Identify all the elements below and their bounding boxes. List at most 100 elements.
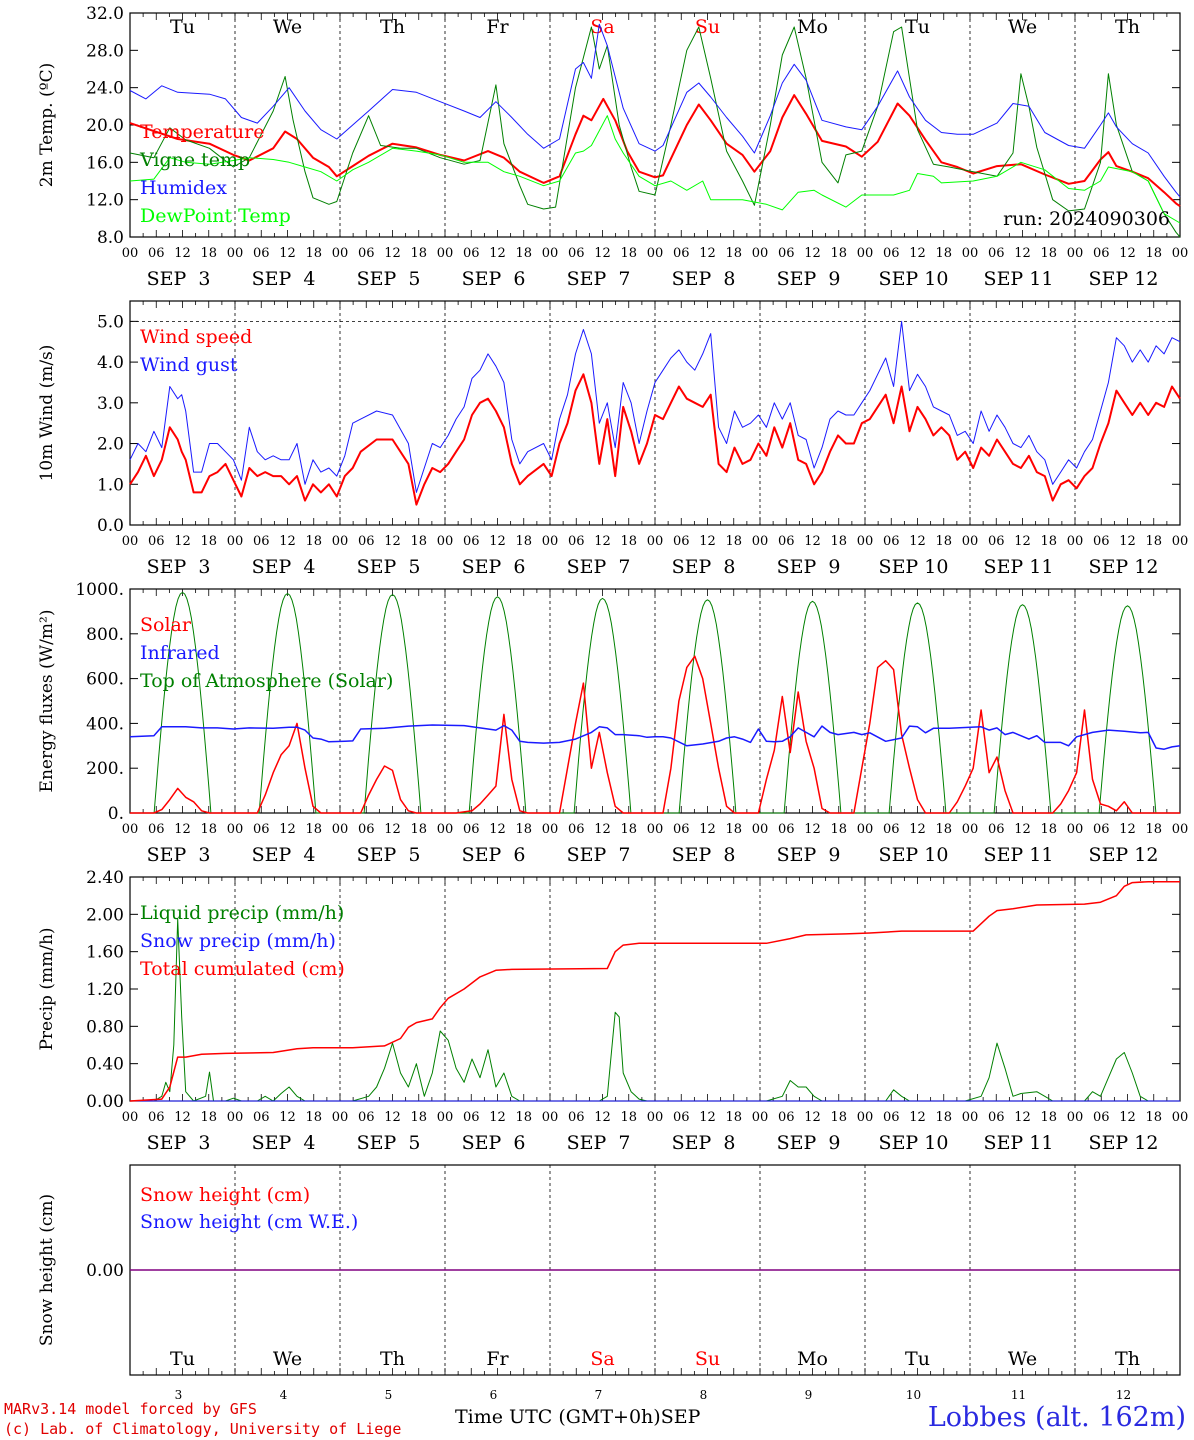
hour-tick-label: 12 bbox=[384, 822, 401, 837]
hour-tick-label: 12 bbox=[909, 534, 926, 549]
hour-tick-label: 12 bbox=[699, 246, 716, 261]
panel-4: 0.00 0.40 0.80 1.20 1.60 2.00 2.40 Precip (mm/h… bbox=[37, 868, 1188, 1154]
hour-tick-label: 18 bbox=[305, 246, 322, 261]
hour-tick-label: 18 bbox=[1145, 1110, 1162, 1125]
hour-tick-label: 00 bbox=[122, 534, 139, 549]
hour-tick-label: 00 bbox=[752, 246, 769, 261]
date-label: SEP 3 bbox=[147, 844, 211, 866]
date-label: SEP 8 bbox=[672, 1132, 736, 1154]
hour-tick-label: 00 bbox=[332, 246, 349, 261]
date-label: SEP 4 bbox=[252, 556, 316, 578]
hour-tick-label: 00 bbox=[857, 1110, 874, 1125]
hour-tick-label: 18 bbox=[515, 534, 532, 549]
hour-tick-label: 06 bbox=[778, 534, 795, 549]
hour-tick-label: 00 bbox=[542, 822, 559, 837]
weekday-label: We bbox=[1008, 16, 1037, 38]
hour-tick-label: 12 bbox=[279, 534, 296, 549]
hour-tick-label: 12 bbox=[279, 822, 296, 837]
hour-tick-label: 00 bbox=[1067, 1110, 1084, 1125]
day-number-label: 3 bbox=[175, 1388, 183, 1402]
weekday-label: We bbox=[1008, 1348, 1037, 1370]
hour-tick-label: 18 bbox=[935, 1110, 952, 1125]
y-tick-label: 0. bbox=[108, 804, 124, 824]
legend-entry: Solar bbox=[140, 614, 192, 636]
hour-tick-label: 12 bbox=[174, 534, 191, 549]
hour-tick-label: 06 bbox=[673, 246, 690, 261]
panel-2: 0.0 1.0 2.0 3.0 4.0 5.0 10m Wind (m/s) 00 06 12 18… bbox=[37, 300, 1189, 578]
date-label: SEP 12 bbox=[1089, 556, 1159, 578]
legend-entry: Snow height (cm) bbox=[140, 1184, 310, 1206]
weekday-label: Fr bbox=[486, 16, 509, 38]
date-label: SEP 9 bbox=[777, 556, 841, 578]
hour-tick-label: 12 bbox=[1119, 246, 1136, 261]
hour-tick-label: 00 bbox=[227, 534, 244, 549]
hour-tick-label: 06 bbox=[463, 1110, 480, 1125]
hour-tick-label: 00 bbox=[122, 246, 139, 261]
hour-tick-label: 18 bbox=[515, 246, 532, 261]
hour-tick-label: 12 bbox=[594, 534, 611, 549]
hour-tick-label: 06 bbox=[358, 822, 375, 837]
y-tick-label: 0.00 bbox=[86, 1261, 124, 1281]
date-label: SEP 7 bbox=[567, 268, 631, 290]
date-label: SEP 5 bbox=[357, 556, 421, 578]
weekday-label: Tu bbox=[170, 16, 195, 38]
hour-tick-label: 06 bbox=[988, 534, 1005, 549]
y-tick-label: 20.0 bbox=[86, 116, 124, 136]
hour-tick-label: 12 bbox=[1014, 534, 1031, 549]
date-label: SEP 8 bbox=[672, 844, 736, 866]
date-label: SEP 6 bbox=[462, 844, 526, 866]
y-tick-label: 8.0 bbox=[97, 228, 124, 248]
date-label: SEP 11 bbox=[984, 556, 1054, 578]
y-axis-label: 10m Wind (m/s) bbox=[37, 345, 57, 482]
hour-tick-label: 00 bbox=[1172, 1110, 1189, 1125]
hour-tick-label: 06 bbox=[778, 1110, 795, 1125]
series-solar bbox=[130, 655, 1180, 814]
weekday-label: Th bbox=[1115, 16, 1140, 38]
credit-line-2: (c) Lab. of Climatology, University of L… bbox=[4, 1420, 402, 1438]
date-label: SEP 9 bbox=[777, 268, 841, 290]
weekday-label: Sa bbox=[590, 1348, 614, 1370]
hour-tick-label: 06 bbox=[883, 1110, 900, 1125]
hour-tick-label: 00 bbox=[962, 1110, 979, 1125]
legend-entry: Liquid precip (mm/h) bbox=[140, 902, 344, 924]
series-total-cumulated-cm- bbox=[129, 880, 1180, 1102]
series-liquid-precip-mm-h- bbox=[130, 918, 1180, 1102]
series-temperature bbox=[129, 94, 1181, 208]
hour-tick-label: 18 bbox=[1040, 1110, 1057, 1125]
hour-tick-label: 18 bbox=[725, 246, 742, 261]
date-label: SEP 10 bbox=[879, 844, 949, 866]
hour-tick-label: 00 bbox=[227, 246, 244, 261]
day-number-label: 10 bbox=[906, 1388, 921, 1402]
plot-frame bbox=[129, 12, 1181, 238]
hour-tick-label: 06 bbox=[253, 534, 270, 549]
hour-tick-label: 06 bbox=[1093, 246, 1110, 261]
hour-tick-label: 06 bbox=[463, 534, 480, 549]
series-humidex bbox=[129, 23, 1181, 198]
y-tick-label: 1000. bbox=[75, 580, 124, 600]
weekday-label: Su bbox=[695, 16, 720, 38]
hour-tick-label: 12 bbox=[489, 822, 506, 837]
hour-tick-label: 00 bbox=[857, 246, 874, 261]
panel-5: 0.00 Snow height (cm) Tu We Th Fr Sa Su Mo Tu We Th… bbox=[37, 1164, 1181, 1376]
y-tick-label: 0.80 bbox=[86, 1017, 124, 1037]
hour-tick-label: 06 bbox=[883, 822, 900, 837]
hour-tick-label: 00 bbox=[857, 534, 874, 549]
series-wind-gust bbox=[129, 320, 1181, 493]
legend-entry: DewPoint Temp bbox=[140, 205, 291, 227]
hour-tick-label: 18 bbox=[515, 1110, 532, 1125]
hour-tick-label: 00 bbox=[647, 1110, 664, 1125]
y-tick-label: 400. bbox=[86, 714, 124, 734]
hour-tick-label: 00 bbox=[1172, 534, 1189, 549]
hour-tick-label: 06 bbox=[568, 534, 585, 549]
weekday-label: Sa bbox=[590, 16, 614, 38]
weekday-label: We bbox=[273, 1348, 302, 1370]
run-label: run: 2024090306 bbox=[1003, 208, 1170, 230]
series-dewpoint-temp bbox=[129, 115, 1181, 224]
y-tick-label: 800. bbox=[86, 625, 124, 645]
hour-tick-label: 06 bbox=[778, 246, 795, 261]
plot-frame bbox=[129, 588, 1181, 814]
series-vigne-temp bbox=[129, 26, 1181, 238]
date-label: SEP 7 bbox=[567, 556, 631, 578]
date-label: SEP 6 bbox=[462, 1132, 526, 1154]
hour-tick-label: 00 bbox=[647, 246, 664, 261]
